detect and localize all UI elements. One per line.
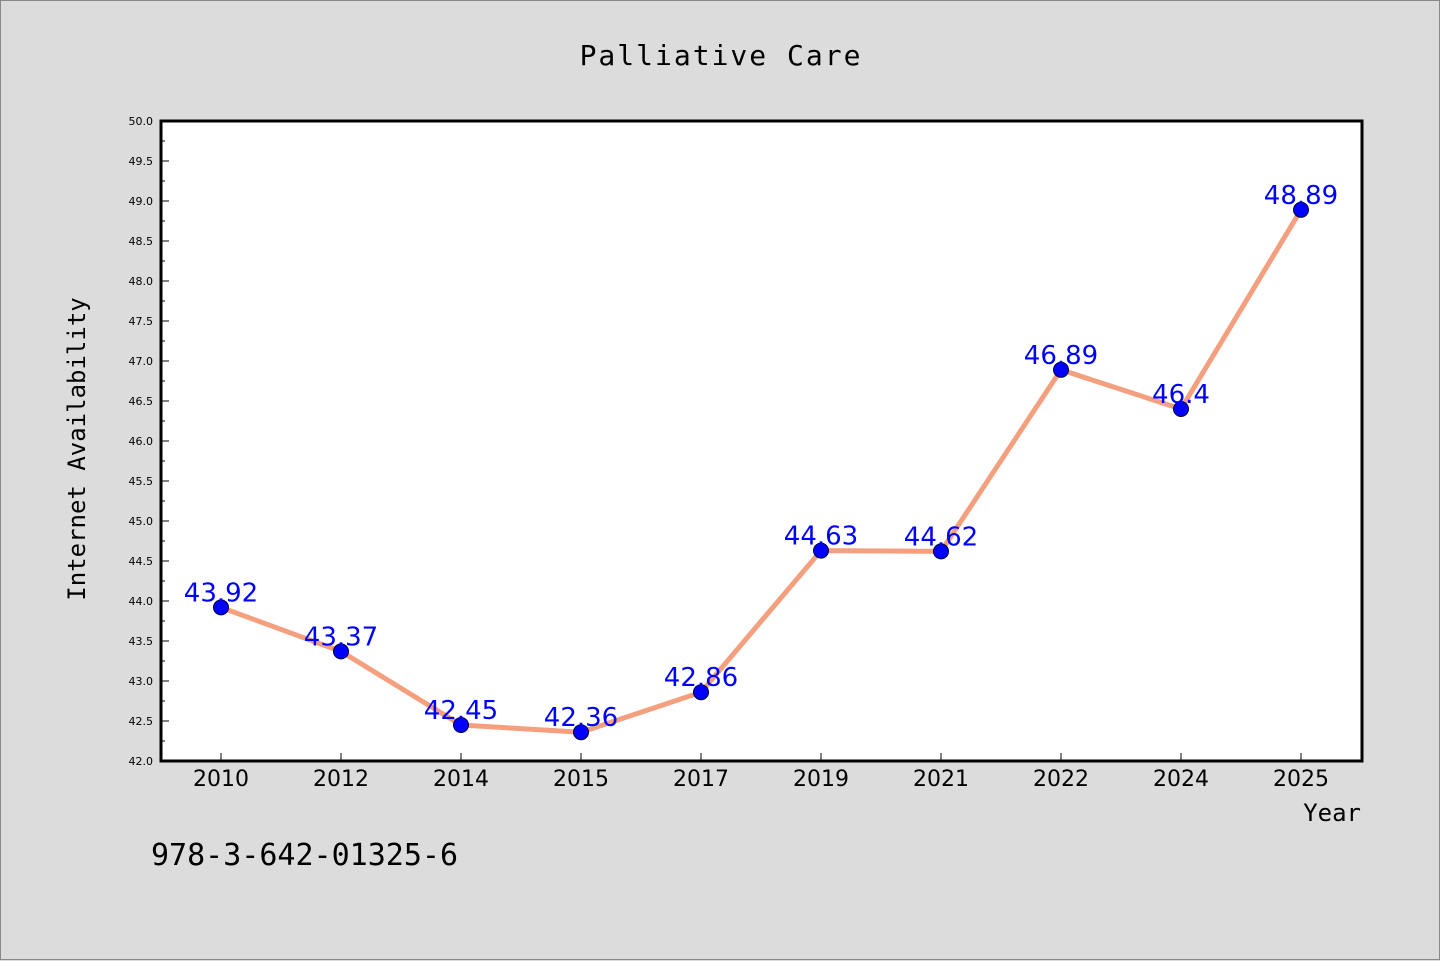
- data-point: [1293, 201, 1309, 218]
- y-tick-label: 43.0: [129, 675, 154, 688]
- y-axis-ticks: 42.0 42.5 43.0 43.5 44.0 44.5 45.0 45.5 46.0 46.5…: [129, 115, 169, 768]
- x-tick-label: 2025: [1273, 767, 1329, 792]
- x-axis-ticks: 2010 2012 2014 2015 2017 2019 2021 2022 2024 2025: [193, 753, 1329, 792]
- y-tick-label: 48.0: [129, 275, 154, 288]
- y-tick-label: 49.5: [129, 155, 154, 168]
- x-tick-label: 2022: [1033, 767, 1089, 792]
- data-labels: 43.92 43.37 42.45 42.36 42.86 44.63 44.62 46.89…: [184, 181, 1338, 733]
- x-tick-label: 2015: [553, 767, 609, 792]
- data-point: [333, 643, 349, 660]
- x-axis-label: Year: [1303, 799, 1361, 827]
- x-tick-label: 2024: [1153, 767, 1209, 792]
- y-tick-label: 49.0: [129, 195, 154, 208]
- data-label: 46.4: [1152, 380, 1210, 410]
- y-tick-label: 47.5: [129, 315, 154, 328]
- data-point: [1173, 401, 1189, 417]
- data-label: 44.63: [784, 522, 858, 552]
- y-tick-label: 46.0: [129, 435, 154, 448]
- chart-title: Palliative Care: [580, 39, 863, 72]
- y-tick-label: 42.0: [129, 755, 154, 768]
- data-label: 44.62: [904, 522, 978, 552]
- data-point: [573, 724, 589, 741]
- data-label: 43.37: [304, 622, 378, 652]
- plot-border: [159, 119, 1364, 763]
- y-tick-label: 50.0: [129, 115, 154, 128]
- y-tick-label: 45.5: [129, 475, 154, 488]
- series-line-group: [218, 207, 1304, 735]
- y-tick-label: 44.5: [129, 555, 154, 568]
- data-point: [213, 599, 229, 616]
- x-tick-label: 2021: [913, 767, 969, 792]
- x-tick-label: 2010: [193, 767, 249, 792]
- y-tick-label: 42.5: [129, 715, 154, 728]
- y-tick-label: 48.5: [129, 235, 154, 248]
- isbn-annotation: 978-3-642-01325-6: [151, 838, 458, 873]
- x-tick-label: 2019: [793, 767, 849, 792]
- plot-area: [161, 121, 1362, 761]
- data-markers: [213, 201, 1309, 741]
- data-label: 43.92: [184, 578, 258, 608]
- y-tick-label: 46.5: [129, 395, 154, 408]
- data-point: [453, 717, 469, 733]
- data-point: [933, 543, 949, 560]
- data-label: 42.36: [544, 703, 618, 733]
- data-point: [1053, 361, 1069, 378]
- y-tick-label: 47.0: [129, 355, 154, 368]
- y-axis-label: Internet Availability: [63, 297, 91, 600]
- y-tick-label: 45.0: [129, 515, 154, 528]
- data-label: 42.86: [664, 663, 738, 693]
- x-tick-label: 2012: [313, 767, 369, 792]
- x-tick-label: 2014: [433, 767, 489, 792]
- x-tick-label: 2017: [673, 767, 729, 792]
- data-label: 46.89: [1024, 341, 1098, 371]
- data-point: [813, 542, 829, 559]
- y-tick-label: 43.5: [129, 635, 154, 648]
- data-point: [693, 684, 709, 701]
- y-tick-label: 44.0: [129, 595, 154, 608]
- data-label: 42.45: [424, 696, 498, 726]
- data-label: 48.89: [1264, 181, 1338, 211]
- series-line: [218, 207, 1304, 735]
